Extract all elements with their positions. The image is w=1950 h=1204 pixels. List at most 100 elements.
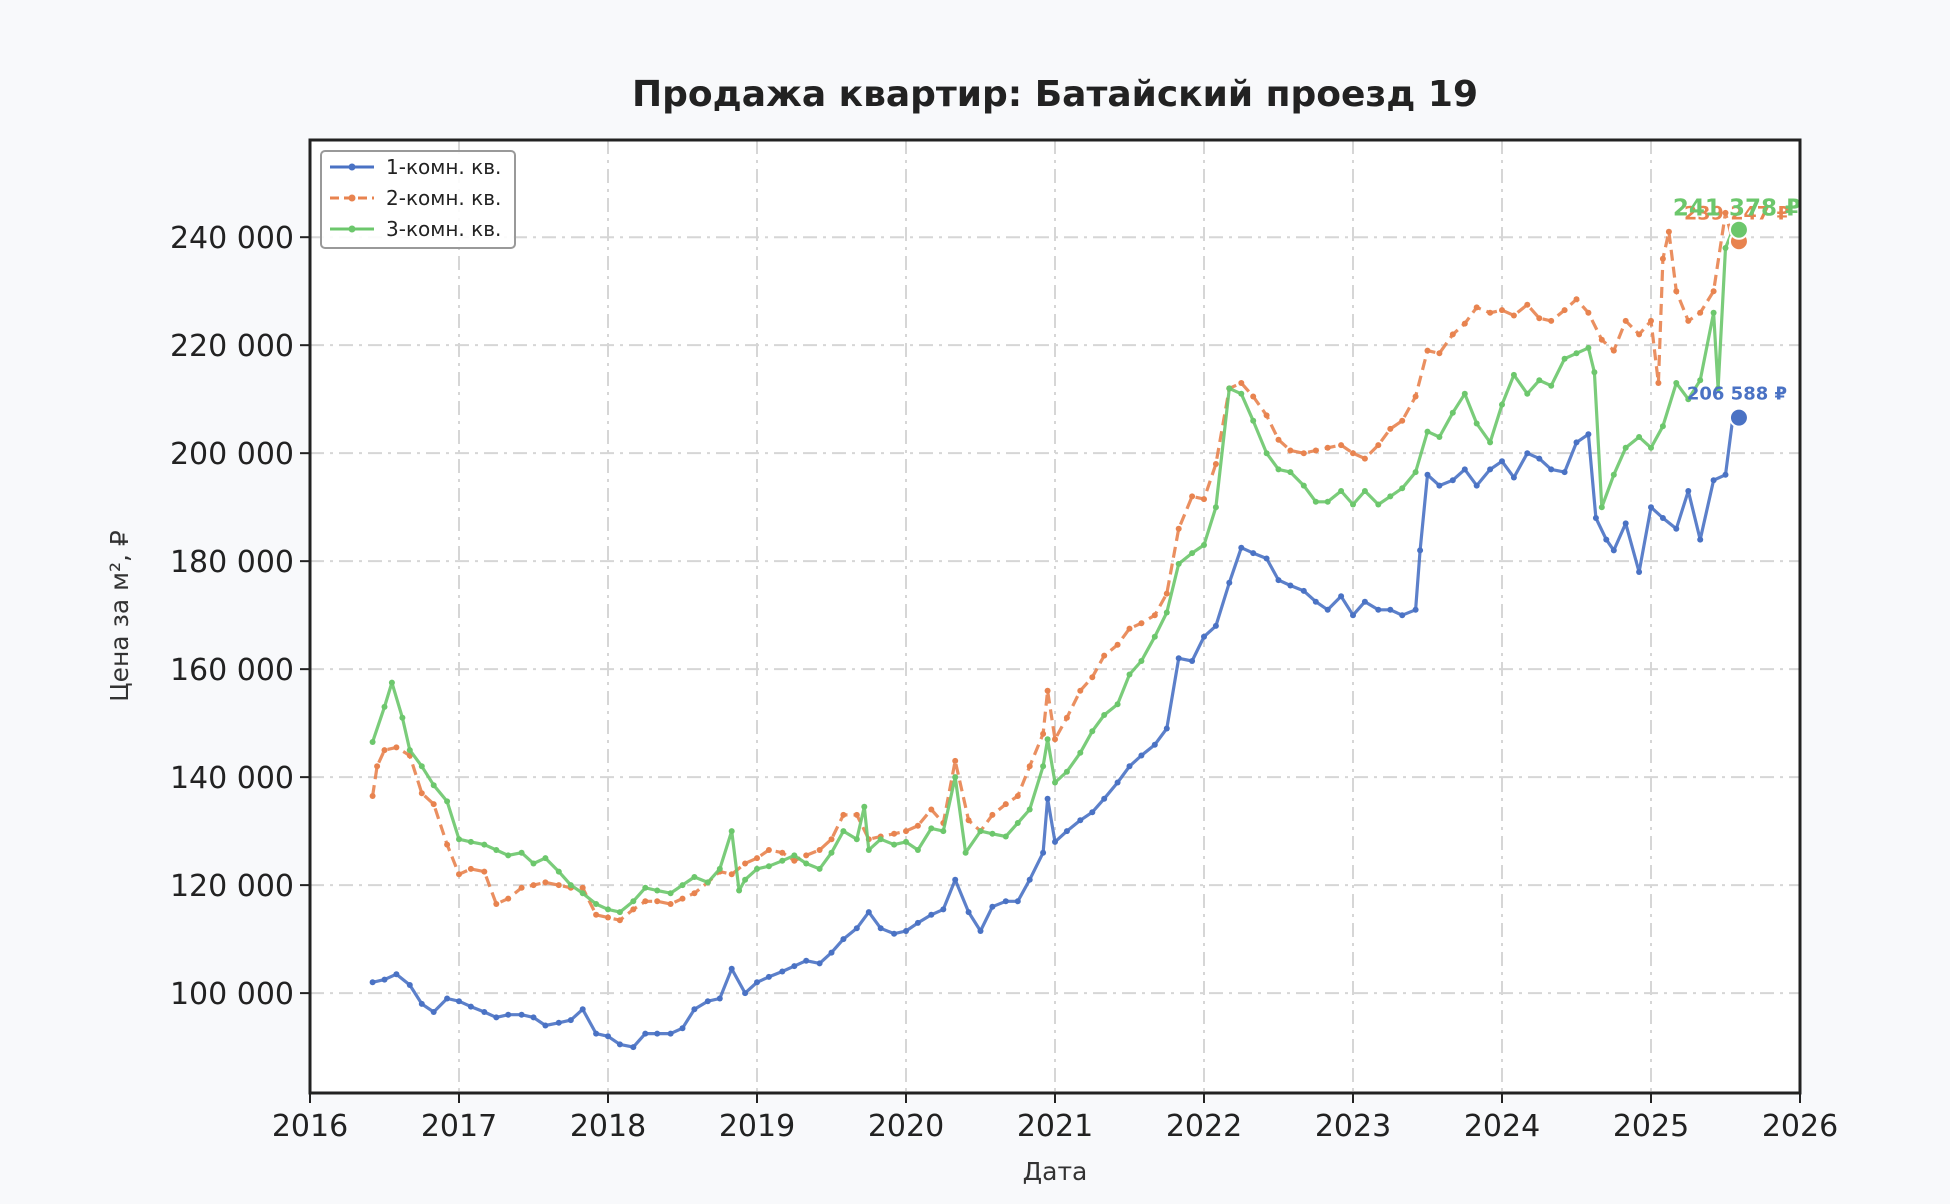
data-point [903,838,909,845]
data-point [1592,515,1599,521]
data-point [1163,725,1170,732]
data-point [381,976,388,983]
data-point [803,852,810,859]
data-point [1250,417,1257,424]
data-point [742,990,749,997]
data-point [828,949,835,956]
data-point [965,817,972,824]
data-point [1101,712,1108,718]
data-point [1722,471,1729,478]
data-point [1412,606,1419,613]
data-point [1002,833,1009,840]
data-point [1536,377,1543,384]
data-point [1591,369,1598,376]
series-1 [369,414,1736,1051]
data-point [567,882,574,889]
data-point [1722,245,1729,251]
data-point [388,679,395,686]
data-point [977,828,984,835]
data-point [877,836,884,843]
data-point [903,828,909,835]
data-point [679,1025,686,1032]
data-point [1338,593,1345,600]
data-point [1510,371,1517,378]
data-point [593,901,600,907]
data-point [1089,674,1096,681]
data-point [579,1006,586,1013]
data-point [1710,288,1717,295]
data-point [1312,598,1319,605]
data-point [418,763,425,770]
data-point [374,763,381,770]
data-point [1238,390,1245,397]
data-point [493,901,500,907]
data-point [393,744,400,751]
data-point [518,849,525,856]
data-point [418,1000,425,1007]
data-point [1014,793,1021,799]
data-point [381,703,388,710]
data-point [1499,307,1505,314]
data-point [1324,444,1331,451]
data-point [989,830,996,837]
data-point [791,963,798,970]
data-point [940,828,947,835]
data-point [1399,417,1406,424]
data-point [1338,488,1345,494]
data-point [1312,498,1319,505]
legend-label: 1-комн. кв. [386,155,501,179]
y-tick-label: 220 000 [170,329,294,364]
end-value-label: 206 588 ₽ [1687,384,1787,405]
data-point [1603,536,1610,543]
data-point [630,898,637,905]
data-point [555,1019,562,1026]
data-point [779,849,786,856]
legend-label: 3-комн. кв. [386,217,501,241]
data-point [742,876,749,883]
data-point [1212,622,1219,629]
data-point [1338,442,1345,449]
data-point [1697,536,1704,543]
data-point [765,863,772,870]
data-point [579,884,586,891]
data-point [1449,331,1456,338]
data-point [542,1022,549,1029]
data-point [481,868,488,875]
data-point [1524,301,1531,308]
data-point [1263,555,1270,562]
data-point [1077,817,1084,824]
legend-box [320,150,516,249]
end-point-marker [1728,407,1749,428]
data-point [828,836,835,843]
data-point [1201,633,1207,640]
data-point [406,982,413,988]
data-point [1350,612,1356,619]
data-point [399,714,406,721]
data-point [654,898,661,905]
data-point [1487,439,1494,446]
y-tick-label: 180 000 [170,545,294,580]
x-tick-label: 2019 [719,1109,795,1144]
data-point [1548,466,1555,473]
data-point [1026,763,1033,770]
data-point [430,1009,437,1015]
data-point [1461,466,1468,473]
data-point [667,901,674,907]
data-point [952,757,959,764]
data-point [1436,434,1443,440]
data-point [1697,377,1704,384]
data-point [840,811,847,818]
data-point [716,995,723,1002]
data-point [1659,423,1666,430]
data-point [1126,763,1133,770]
data-point [1175,655,1182,662]
data-point [1685,396,1692,403]
data-point [1151,741,1158,748]
data-point [1250,393,1257,400]
data-point [1226,579,1233,586]
y-tick-label: 140 000 [170,761,294,796]
data-point [467,865,474,872]
data-point [1126,671,1133,678]
data-point [742,860,749,867]
